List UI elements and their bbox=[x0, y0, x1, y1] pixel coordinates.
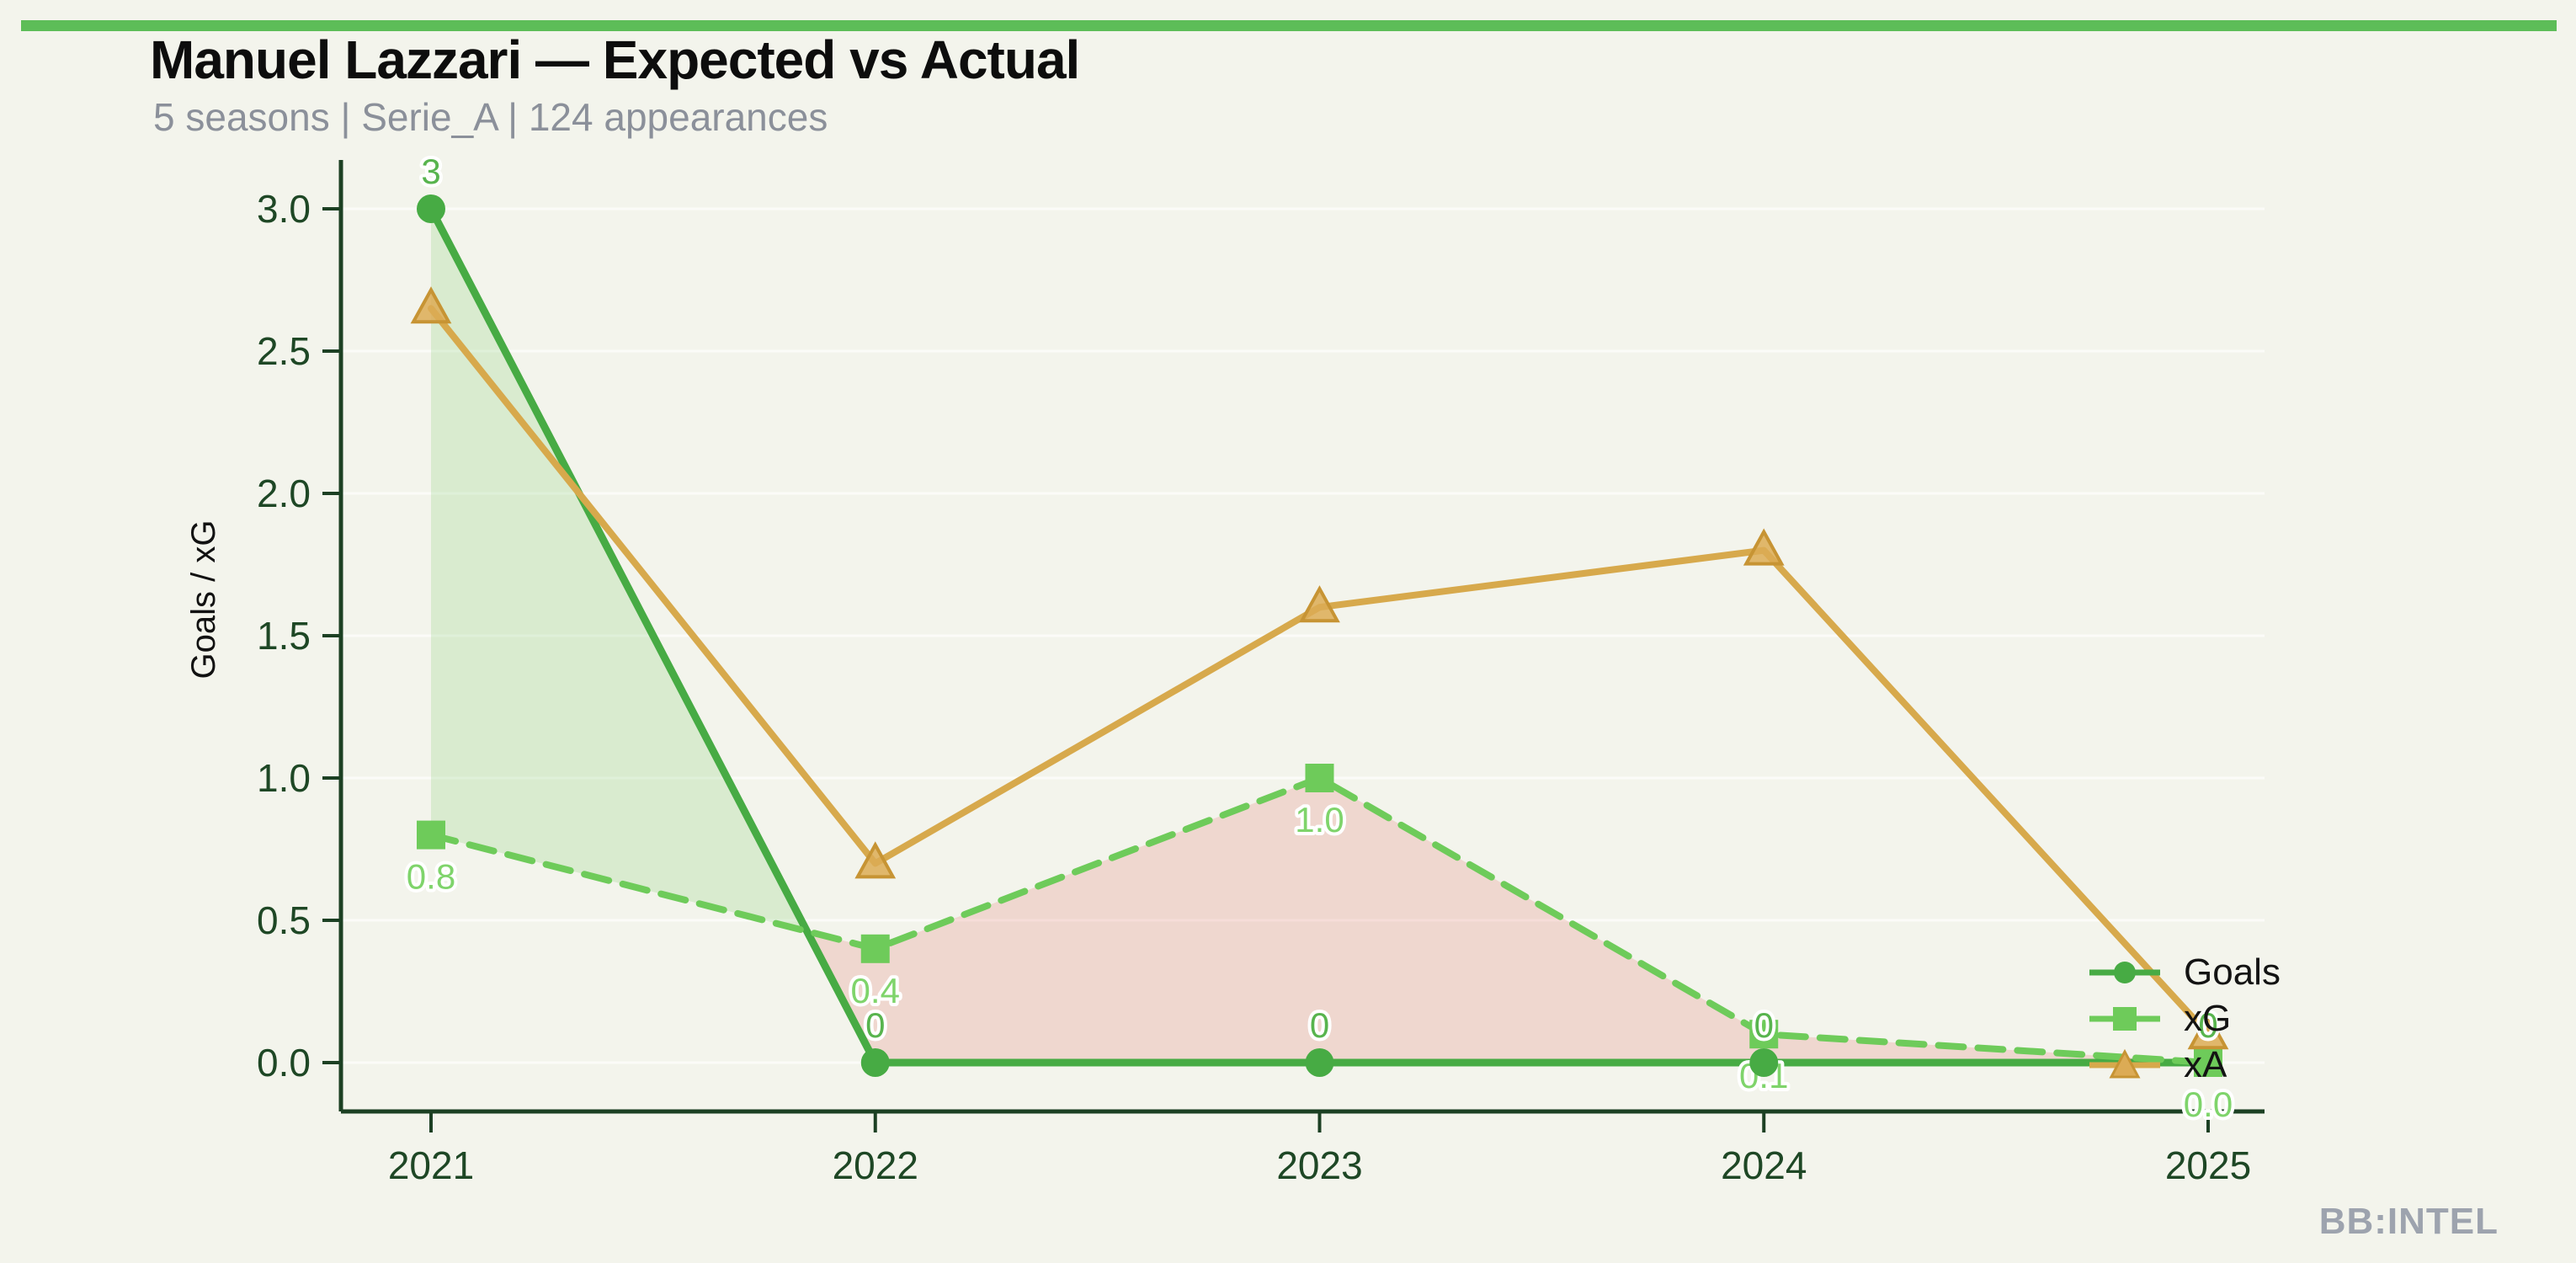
svg-text:2022: 2022 bbox=[833, 1143, 918, 1187]
svg-text:3.0: 3.0 bbox=[257, 187, 311, 231]
top-accent-bar bbox=[21, 20, 2557, 31]
brand-watermark: BB:INTEL bbox=[2318, 1201, 2499, 1242]
svg-text:0.0: 0.0 bbox=[257, 1041, 311, 1084]
xg-line-square-icon bbox=[2089, 1006, 2160, 1031]
legend-label-goals: Goals bbox=[2184, 951, 2281, 993]
svg-text:Goals / xG: Goals / xG bbox=[185, 520, 222, 679]
chart-legend: Goals xG xA bbox=[2088, 949, 2281, 1088]
legend-label-xa: xA bbox=[2184, 1043, 2227, 1085]
svg-text:0: 0 bbox=[1754, 1005, 1774, 1045]
svg-text:1.0: 1.0 bbox=[257, 756, 311, 800]
svg-text:1.5: 1.5 bbox=[257, 614, 311, 658]
chart-subtitle: 5 seasons | Serie_A | 124 appearances bbox=[153, 95, 828, 139]
svg-text:0.4: 0.4 bbox=[851, 971, 900, 1010]
legend-label-xg: xG bbox=[2184, 997, 2232, 1039]
svg-text:2.0: 2.0 bbox=[257, 472, 311, 515]
svg-text:0.8: 0.8 bbox=[407, 857, 455, 897]
legend-item-goals: Goals bbox=[2088, 949, 2281, 995]
goals-line-circle-icon bbox=[2089, 961, 2160, 983]
svg-text:2024: 2024 bbox=[1721, 1143, 1807, 1187]
svg-text:2025: 2025 bbox=[2165, 1143, 2251, 1187]
svg-text:3: 3 bbox=[421, 152, 440, 191]
svg-text:0.5: 0.5 bbox=[257, 898, 311, 942]
svg-text:1.0: 1.0 bbox=[1295, 800, 1344, 839]
svg-text:0.0: 0.0 bbox=[2184, 1084, 2233, 1124]
svg-text:2.5: 2.5 bbox=[257, 329, 311, 373]
chart-title: Manuel Lazzari — Expected vs Actual bbox=[150, 29, 1080, 90]
svg-text:2021: 2021 bbox=[388, 1143, 474, 1187]
svg-text:0: 0 bbox=[1310, 1005, 1329, 1045]
legend-item-xg: xG bbox=[2088, 995, 2281, 1042]
svg-text:0: 0 bbox=[2198, 1005, 2217, 1045]
xa-line-triangle-icon bbox=[2089, 1048, 2160, 1078]
svg-text:0: 0 bbox=[865, 1005, 885, 1045]
legend-item-xa: xA bbox=[2088, 1042, 2281, 1088]
svg-text:2023: 2023 bbox=[1276, 1143, 1362, 1187]
